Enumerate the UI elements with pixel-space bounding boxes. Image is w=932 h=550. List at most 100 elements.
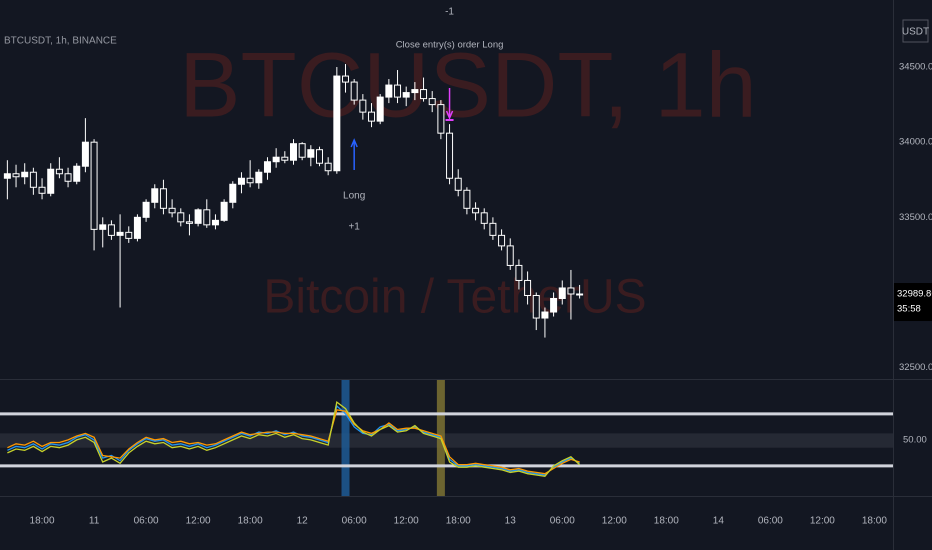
candle-body: [73, 165, 81, 182]
candle-body: [125, 231, 133, 239]
candle-body: [333, 75, 341, 172]
x-tick-label: 14: [713, 516, 725, 527]
candle-body: [567, 287, 575, 295]
candle-body: [515, 264, 523, 281]
candle-body: [81, 141, 89, 167]
candle-body: [576, 293, 584, 296]
candle-body: [446, 132, 454, 179]
last-price-box: [894, 283, 932, 322]
x-tick-label: 18:00: [238, 516, 263, 527]
candle-body: [116, 231, 124, 236]
x-tick-label: 12: [297, 516, 309, 527]
candle-body: [298, 143, 306, 158]
candle-body: [29, 171, 37, 188]
oscillator-line: [7, 409, 580, 475]
candle-body: [428, 98, 436, 106]
candle-body: [107, 224, 115, 236]
candle-body: [350, 81, 358, 101]
candle-body: [489, 222, 497, 236]
annotation-qty: +1: [348, 222, 360, 233]
oscillator-line: [7, 400, 581, 477]
x-tick-label: 11: [89, 516, 100, 527]
candle-body: [437, 104, 445, 134]
candle-body: [211, 219, 219, 226]
candle-body: [532, 294, 540, 319]
candle-body: [168, 207, 176, 214]
candle-body: [263, 161, 271, 173]
y-tick-label: 50.00: [903, 434, 927, 445]
x-tick-label: 12:00: [810, 516, 835, 527]
watermark-sub: Bitcoin / TetherUS: [263, 271, 646, 324]
candle-body: [324, 162, 332, 172]
candle-body: [289, 143, 297, 161]
candle-body: [541, 311, 549, 319]
x-tick-label: 06:00: [758, 516, 783, 527]
candle-body: [463, 189, 471, 209]
candle-body: [342, 75, 350, 83]
candle-body: [194, 209, 202, 224]
oscillator-line: [7, 404, 580, 476]
x-tick-label: 06:00: [550, 516, 575, 527]
candle-body: [159, 188, 167, 209]
annotation-qty: -1: [445, 7, 454, 18]
watermark: BTCUSDT, 1h: [179, 34, 757, 136]
candle-body: [64, 173, 72, 182]
candle-body: [220, 201, 228, 221]
candle-body: [498, 234, 506, 247]
last-price-label: 32989.86: [897, 289, 932, 300]
x-tick-label: 12:00: [394, 516, 419, 527]
candle-body: [99, 224, 107, 230]
x-tick-label: 18:00: [654, 516, 679, 527]
candle-body: [255, 171, 263, 184]
candle-body: [177, 212, 185, 223]
candle-body: [272, 156, 280, 163]
exit-arrow-head: [445, 110, 454, 120]
symbol-label: BTCUSDT, 1h, BINANCE: [4, 36, 117, 47]
y-tick-label: 32500.00: [899, 362, 932, 373]
candle-body: [151, 188, 159, 203]
candle-body: [385, 84, 393, 98]
candle-body: [411, 89, 419, 94]
candle-body: [558, 287, 566, 299]
candle-body: [246, 177, 254, 184]
countdown-label: 35:58: [897, 304, 921, 315]
signal-highlight: [341, 380, 350, 496]
candle-body: [420, 89, 428, 100]
candle-body: [47, 168, 55, 194]
x-tick-label: 18:00: [30, 516, 55, 527]
annotation-label: Long: [343, 191, 365, 202]
x-tick-label: 18:00: [862, 516, 887, 527]
x-tick-label: 12:00: [602, 516, 627, 527]
annotation-label: Close entry(s) order Long: [396, 40, 504, 51]
currency-box: [902, 19, 929, 43]
candle-body: [472, 207, 480, 214]
candle-body: [394, 84, 402, 98]
candle-body: [203, 209, 211, 226]
candle-body: [506, 245, 514, 266]
currency-label: USDT: [902, 27, 929, 38]
candle-body: [142, 201, 150, 218]
y-tick-label: 34500.00: [899, 62, 932, 73]
candle-body: [237, 177, 245, 185]
candle-body: [90, 141, 98, 230]
candle-body: [38, 186, 46, 194]
candle-body: [185, 221, 193, 224]
candle-body: [315, 149, 323, 164]
entry-arrow-head: [350, 138, 358, 148]
candle-body: [3, 173, 11, 179]
candle-body: [550, 297, 558, 313]
candle-body: [12, 173, 20, 178]
candle-body: [480, 212, 488, 224]
x-tick-label: 13: [505, 516, 517, 527]
candle-body: [21, 171, 29, 178]
candle-body: [376, 96, 384, 122]
x-tick-label: 06:00: [134, 516, 159, 527]
candle-body: [229, 183, 237, 203]
candle-body: [133, 216, 141, 239]
candle-body: [55, 168, 63, 175]
y-tick-label: 34000.00: [899, 137, 932, 148]
candle-body: [402, 92, 410, 98]
candle-body: [281, 156, 289, 161]
y-tick-label: 33500.00: [899, 212, 932, 223]
